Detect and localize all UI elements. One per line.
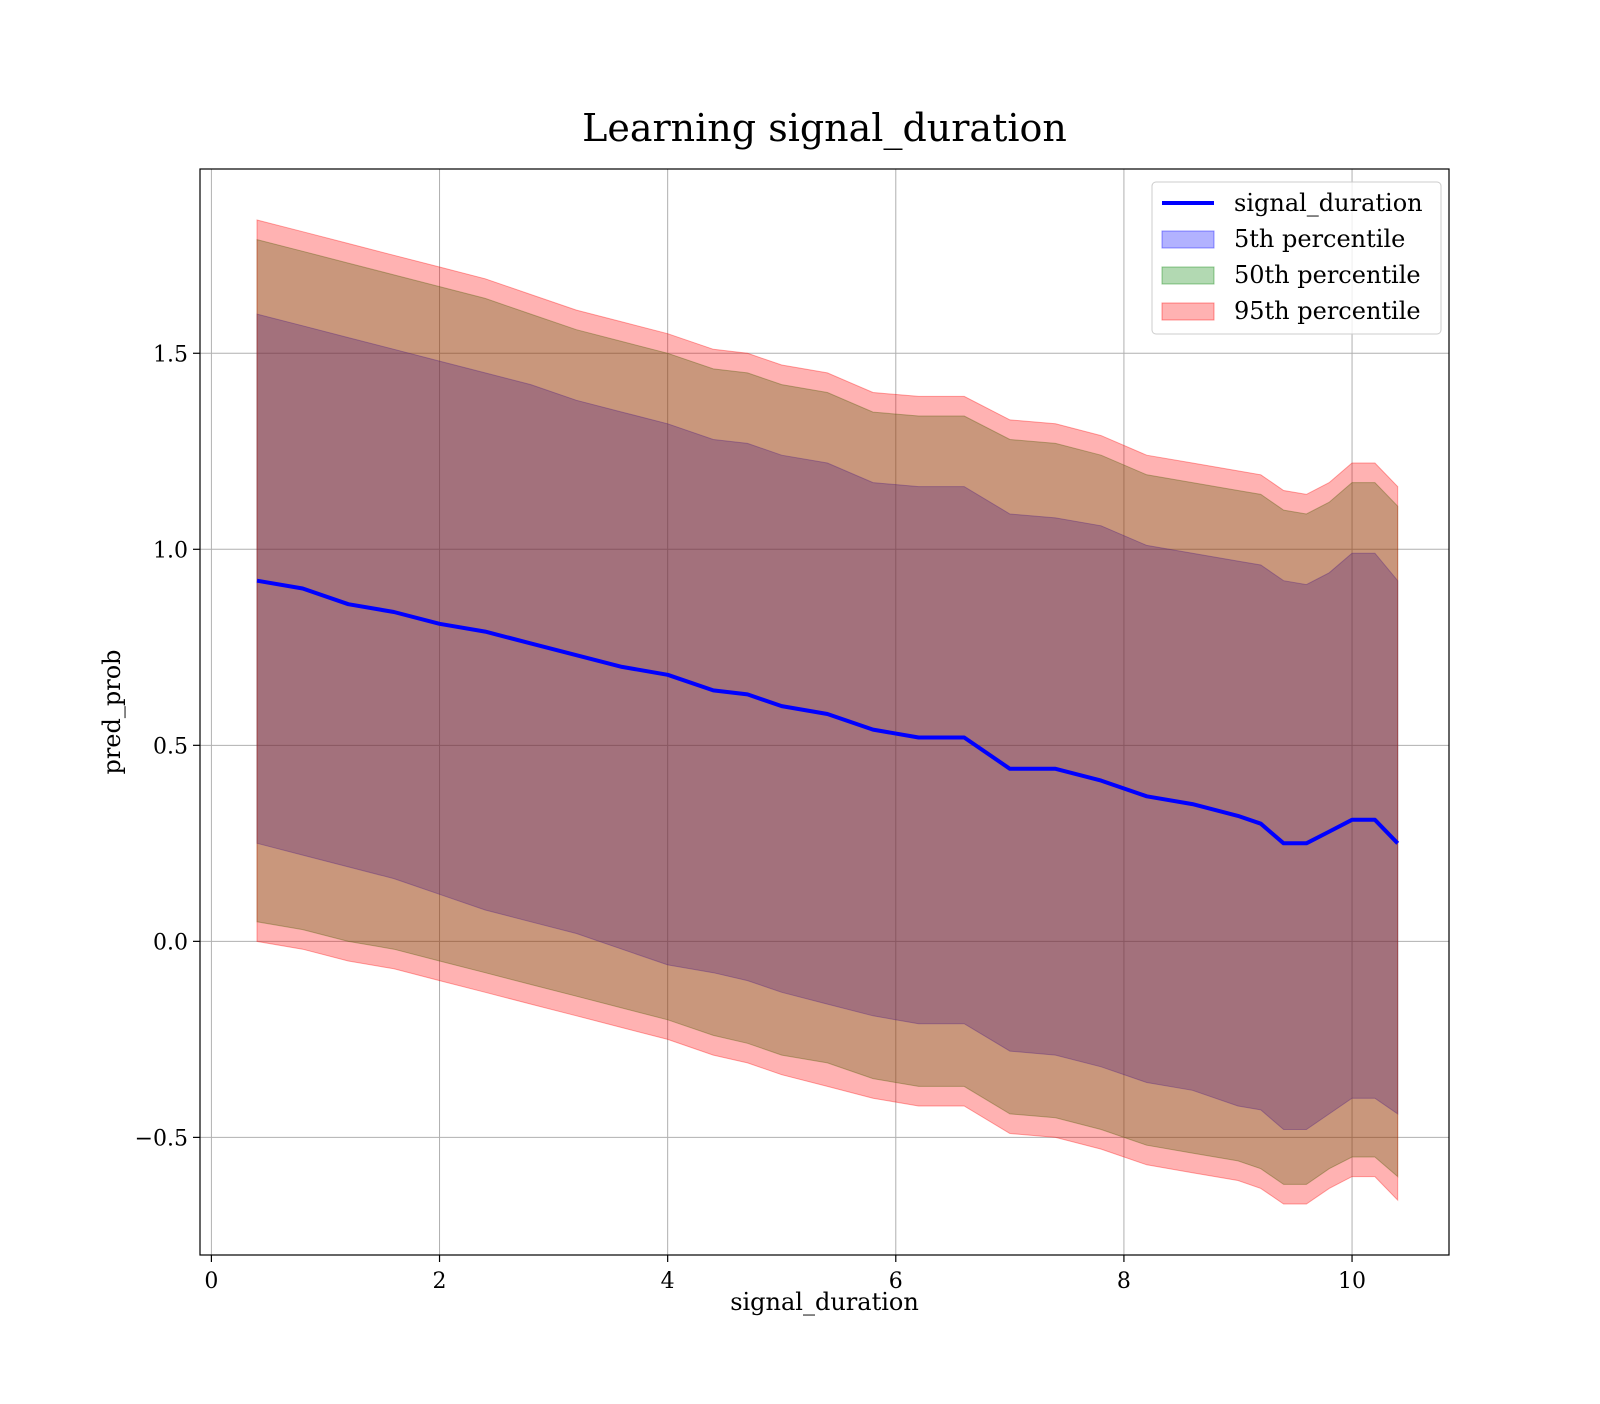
x-tick-label: 2 xyxy=(433,1269,447,1294)
y-tick-label: 1.0 xyxy=(153,538,188,563)
axis-ticks: 0 2 4 6 8 10 −0.5 0.0 0.5 1.0 1.5 xyxy=(135,342,1366,1294)
legend-label: 5th percentile xyxy=(1234,225,1405,253)
x-tick-label: 0 xyxy=(204,1269,218,1294)
legend-label: signal_duration xyxy=(1234,189,1423,217)
legend-label: 50th percentile xyxy=(1234,261,1421,289)
grid-lines xyxy=(200,169,1449,1255)
legend: signal_duration 5th percentile 50th percen… xyxy=(1151,181,1442,335)
series-line-signal_duration xyxy=(256,578,1400,846)
legend-patch-swatch xyxy=(1161,302,1215,321)
legend-patch-swatch xyxy=(1161,266,1215,285)
x-tick-label: 10 xyxy=(1338,1269,1366,1294)
x-tick-label: 4 xyxy=(661,1269,675,1294)
legend-label: 95th percentile xyxy=(1234,297,1421,325)
y-tick-label: 0.0 xyxy=(153,930,188,955)
y-tick-label: 1.5 xyxy=(153,342,188,367)
plot-frame xyxy=(199,168,1450,1256)
x-axis-label: signal_duration xyxy=(730,1288,919,1316)
legend-box xyxy=(1151,181,1442,335)
y-tick-label: −0.5 xyxy=(135,1126,188,1151)
series-lines xyxy=(256,578,1400,846)
x-tick-label: 6 xyxy=(889,1269,903,1294)
legend-items: signal_duration 5th percentile 50th percen… xyxy=(1161,189,1423,325)
y-tick-label: 0.5 xyxy=(153,734,188,759)
chart-title: Learning signal_duration xyxy=(582,106,1067,151)
legend-patch-swatch xyxy=(1161,230,1215,249)
y-axis-label: pred_prob xyxy=(98,649,126,774)
x-tick-label: 8 xyxy=(1117,1269,1131,1294)
band-5th-percentile xyxy=(256,313,1399,1130)
